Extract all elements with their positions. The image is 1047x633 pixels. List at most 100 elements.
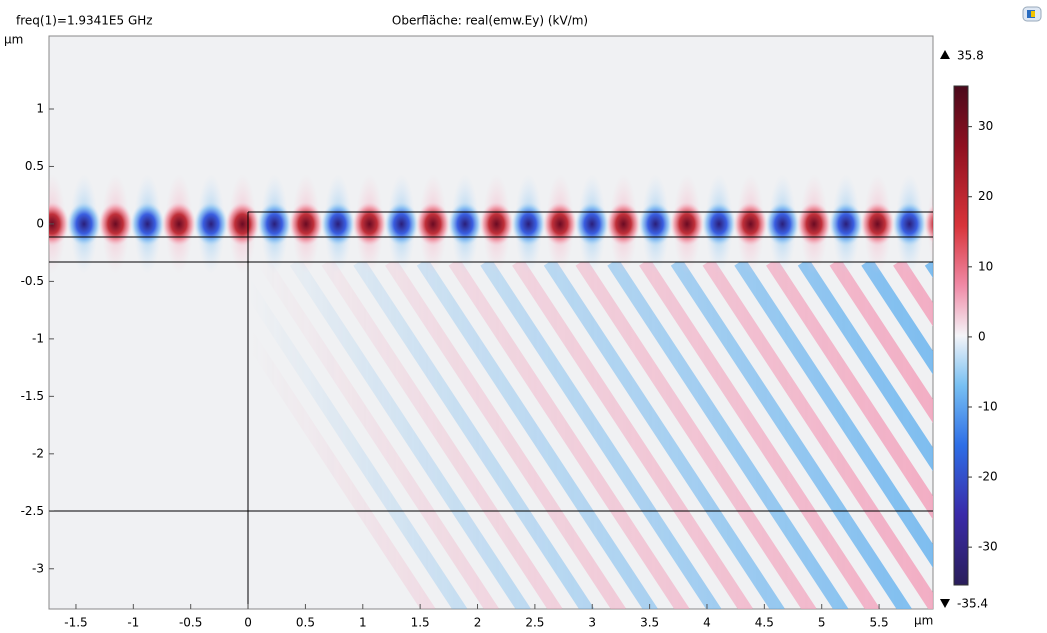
stripe <box>575 262 817 609</box>
stripe <box>962 262 1047 612</box>
x-tick-label: 0.5 <box>296 616 315 630</box>
lobe <box>130 202 165 246</box>
y-tick-label: -2.5 <box>21 504 44 518</box>
y-unit: μm <box>4 33 23 47</box>
lobe <box>257 202 292 246</box>
colorbar-tick-label: 30 <box>978 119 993 133</box>
x-tick-label: 5 <box>818 616 826 630</box>
max-arrow <box>940 50 950 59</box>
lobe <box>543 202 577 246</box>
stripe <box>258 262 499 609</box>
guided-mode <box>49 174 933 274</box>
lobe <box>479 202 514 246</box>
colorbar-tick-label: 20 <box>978 189 993 203</box>
colorbar-tick-label: 10 <box>978 259 993 273</box>
chart-title: Oberfläche: real(emw.Ey) (kV/m) <box>392 14 588 28</box>
stripe <box>226 262 468 609</box>
x-tick-label: -1 <box>127 616 139 630</box>
lobe <box>797 202 831 246</box>
field <box>49 174 1047 612</box>
stripe <box>543 262 785 609</box>
y-tick-label: -0.5 <box>21 274 44 288</box>
lobe <box>49 202 69 246</box>
app-icon[interactable] <box>1022 6 1042 22</box>
lobe <box>638 202 673 246</box>
y-tick-label: -2 <box>32 446 44 460</box>
colorbar-tick-label: -20 <box>978 470 998 484</box>
x-tick-label: 1.5 <box>411 616 430 630</box>
x-tick-label: 4.5 <box>755 616 774 630</box>
icon-dot[interactable] <box>1031 11 1035 17</box>
x-tick-label: -0.5 <box>179 616 202 630</box>
x-tick-label: 2.5 <box>525 616 544 630</box>
x-tick-label: 3 <box>588 616 596 630</box>
lobe <box>321 202 355 246</box>
stripe <box>639 262 880 609</box>
lobe <box>194 202 228 246</box>
lobe <box>765 202 800 246</box>
stripe <box>416 262 658 609</box>
lobe <box>860 202 895 246</box>
x-tick-label: 0 <box>244 616 252 630</box>
stripe <box>289 262 531 609</box>
x-tick-label: 4 <box>703 616 711 630</box>
colorbar-tick-label: -10 <box>978 399 998 413</box>
x-tick-label: 2 <box>474 616 482 630</box>
stripe <box>321 262 563 609</box>
stripe <box>994 262 1047 612</box>
stripes <box>194 262 1047 612</box>
lobe <box>511 202 546 246</box>
lobe <box>352 202 387 246</box>
x-tick-label: 3.5 <box>640 616 659 630</box>
y-tick-label: -1.5 <box>21 389 44 403</box>
colorbar-min: -35.4 <box>957 597 988 611</box>
lobe <box>670 202 704 246</box>
lobe <box>702 202 736 246</box>
min-arrow <box>940 599 950 608</box>
stripe <box>448 262 690 609</box>
lobe <box>606 202 641 246</box>
stripe <box>670 262 912 609</box>
stripe <box>385 262 626 609</box>
lobe <box>575 202 609 246</box>
radiated-field <box>194 262 1047 612</box>
stripe <box>512 262 753 609</box>
y-tick-label: -3 <box>32 561 44 575</box>
stripe <box>861 262 933 375</box>
colorbar-max: 35.8 <box>957 49 984 63</box>
x-tick-label: 1 <box>359 616 367 630</box>
stripe <box>194 262 436 609</box>
stripe <box>829 262 933 423</box>
lobe <box>733 202 768 246</box>
lobe <box>448 202 482 246</box>
lobe <box>829 202 863 246</box>
lobe <box>67 202 101 246</box>
stripe <box>797 262 933 472</box>
stripe <box>734 262 933 568</box>
lobe <box>98 202 133 246</box>
lobe <box>289 202 323 246</box>
x-unit: μm <box>914 614 933 628</box>
colorbar <box>953 85 969 586</box>
stripe <box>766 262 933 520</box>
lobe <box>924 204 933 244</box>
stripe <box>607 262 849 609</box>
stripe <box>702 262 933 609</box>
x-tick-label: -1.5 <box>64 616 87 630</box>
colorbar-tick-label: -30 <box>978 540 998 554</box>
stripe <box>1026 262 1047 612</box>
lobe <box>892 202 927 246</box>
subtitle: freq(1)=1.9341E5 GHz <box>16 14 153 28</box>
lobe <box>225 202 260 246</box>
lobe <box>384 202 419 246</box>
y-tick-label: 0.5 <box>25 159 44 173</box>
stripe <box>353 262 595 609</box>
lobe <box>416 202 450 246</box>
colorbar-tick-label: 0 <box>978 329 986 343</box>
geometry <box>49 211 933 609</box>
y-tick-label: 1 <box>36 101 44 115</box>
x-tick-label: 5.5 <box>870 616 889 630</box>
y-tick-label: 0 <box>36 216 44 230</box>
stripe <box>924 262 933 279</box>
